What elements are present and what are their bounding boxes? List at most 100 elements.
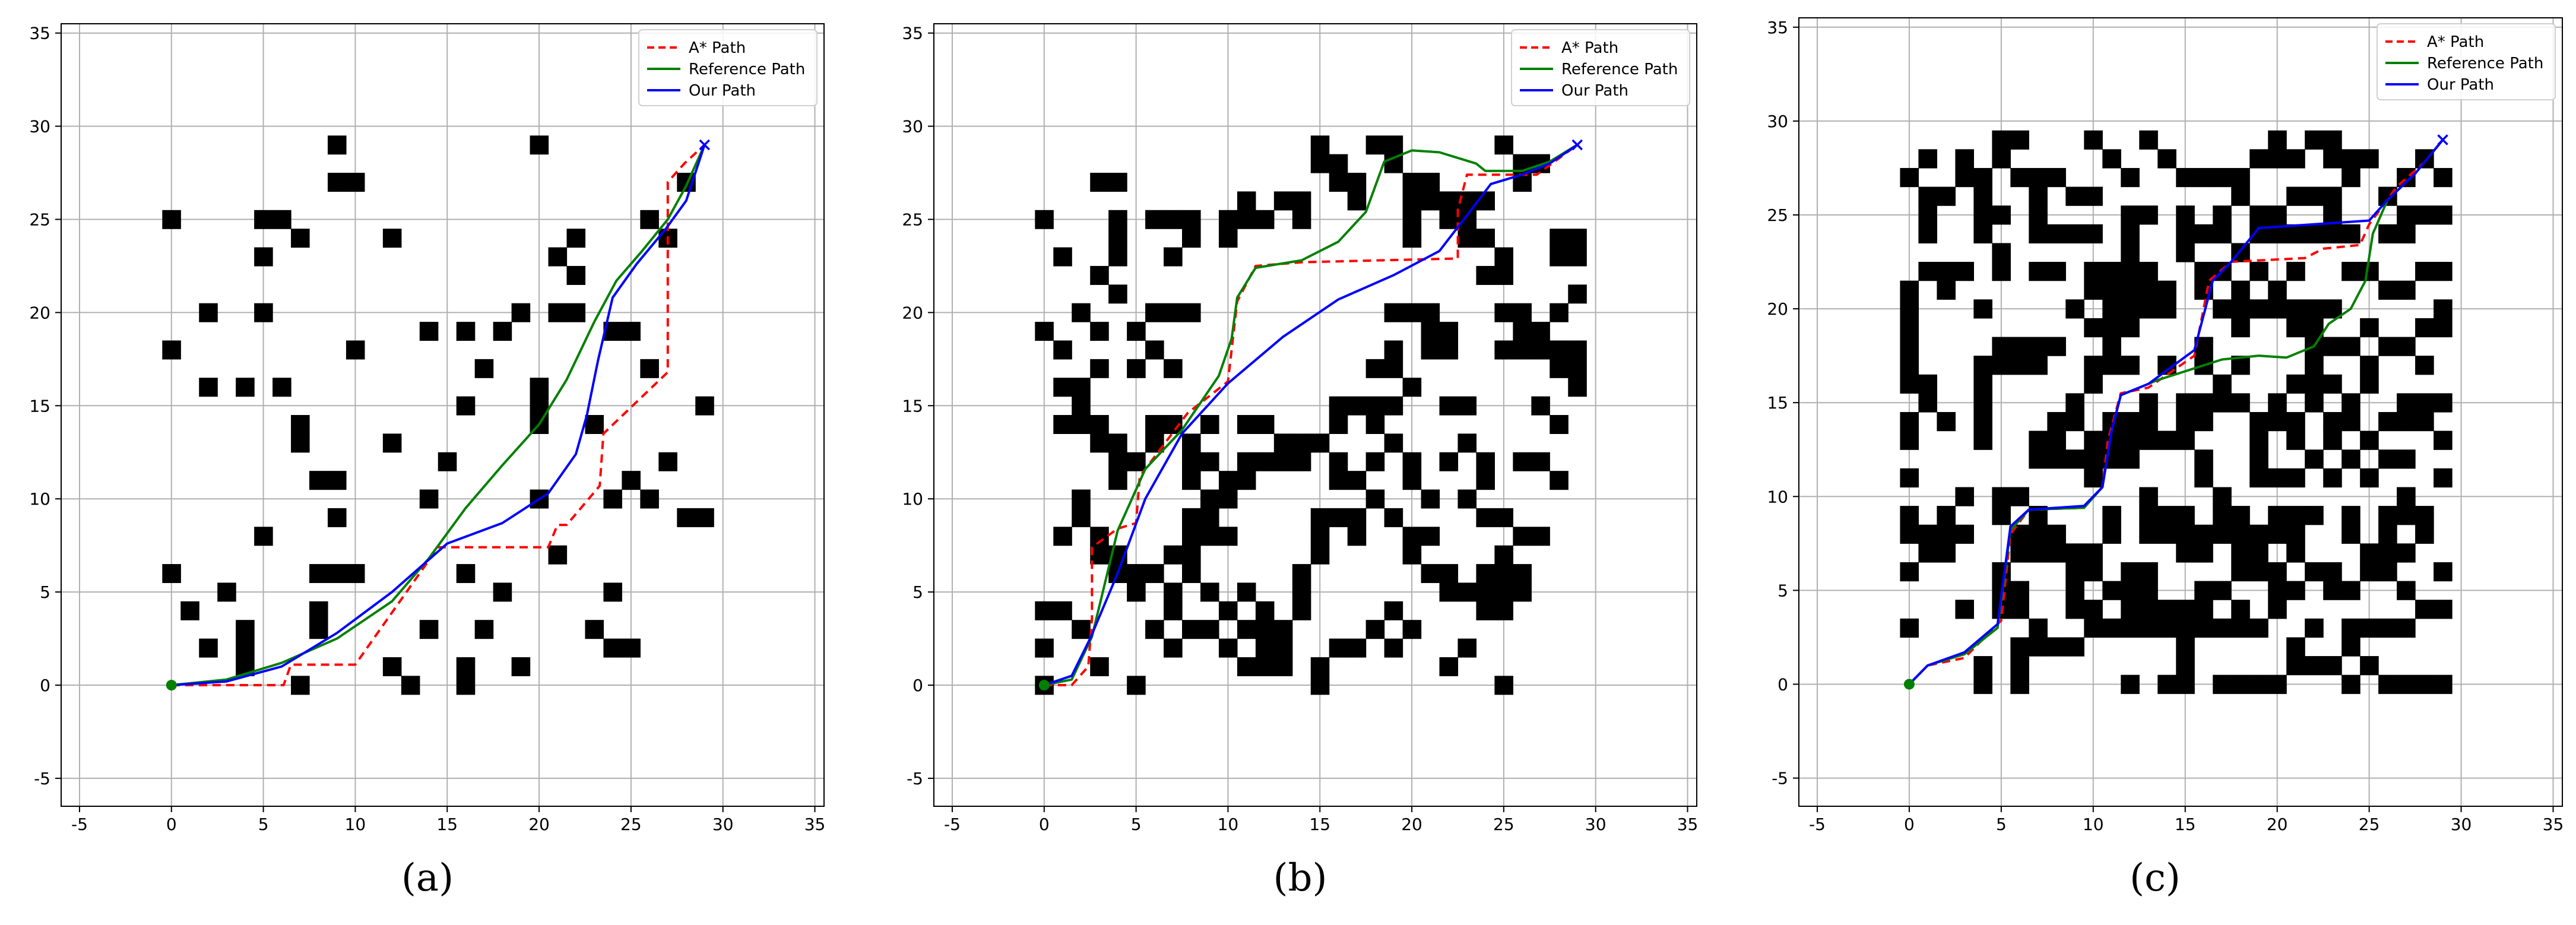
obstacle-cell <box>2360 430 2379 450</box>
obstacle-cell <box>1568 229 1587 248</box>
obstacle-cell <box>2305 618 2324 638</box>
obstacle-cell <box>1182 527 1201 546</box>
obstacle-cell <box>2341 149 2360 169</box>
obstacle-cell <box>2010 674 2029 694</box>
axes-frame <box>933 23 1697 807</box>
obstacle-cell <box>1918 543 1938 563</box>
obstacle-cell <box>1973 374 1992 394</box>
obstacle-cell <box>1255 657 1275 676</box>
obstacle-cell <box>2029 205 2048 225</box>
obstacle-cell <box>2378 618 2397 638</box>
obstacle-cell <box>2323 149 2342 169</box>
obstacle-cell <box>2139 506 2158 525</box>
obstacle-cell <box>1237 191 1256 211</box>
obstacle-cell <box>2213 524 2232 544</box>
obstacle-cell <box>1145 620 1164 639</box>
obstacle-cell <box>1145 415 1164 434</box>
obstacle-cell <box>2378 674 2397 694</box>
obstacle-cell <box>2323 374 2342 394</box>
obstacle-cell <box>2139 280 2158 300</box>
obstacle-cell <box>2434 562 2453 582</box>
obstacle-cell <box>1365 415 1385 434</box>
obstacle-cell <box>2157 524 2176 544</box>
obstacle-cell <box>2268 581 2287 600</box>
obstacle-cell <box>2249 430 2268 450</box>
obstacle-cell <box>695 508 714 527</box>
obstacle-cell <box>309 471 328 490</box>
obstacle-cell <box>2121 581 2140 600</box>
obstacle-cell <box>1531 396 1550 416</box>
obstacle-cell <box>1310 433 1330 453</box>
obstacle-cell <box>1937 524 1956 544</box>
obstacle-cell <box>346 564 365 584</box>
obstacle-cell <box>2268 149 2287 169</box>
obstacle-cell <box>2139 299 2158 319</box>
obstacle-cell <box>2341 167 2360 188</box>
obstacle-cell <box>2029 186 2048 206</box>
obstacle-cell <box>327 564 347 584</box>
obstacle-cell <box>162 564 181 584</box>
obstacle-cell <box>2213 299 2232 319</box>
obstacle-cell <box>2139 562 2158 582</box>
obstacle-cell <box>1384 135 1403 155</box>
obstacle-cell <box>1513 452 1532 471</box>
obstacle-cell <box>1973 674 1992 694</box>
obstacle-cell <box>1053 378 1072 397</box>
obstacle-cell <box>2121 318 2140 338</box>
y-tick-label: 30 <box>902 117 923 137</box>
obstacle-cell <box>2434 262 2453 281</box>
obstacle-cell <box>2084 262 2103 281</box>
obstacle-cell <box>1255 638 1275 658</box>
obstacle-cell <box>1347 191 1367 211</box>
obstacle-cell <box>309 620 328 639</box>
obstacle-cell <box>2268 506 2287 525</box>
obstacle-cell <box>2065 543 2084 563</box>
obstacle-cell <box>382 657 402 676</box>
obstacle-cell <box>456 322 476 341</box>
y-tick-label: 15 <box>1767 393 1788 413</box>
obstacle-cell <box>1476 229 1495 248</box>
obstacle-cell <box>511 303 531 322</box>
x-tick-label: 20 <box>2267 815 2288 834</box>
obstacle-cell <box>1310 545 1330 565</box>
obstacle-cell <box>2176 167 2195 188</box>
obstacle-cell <box>1292 433 1311 453</box>
obstacle-cell <box>2341 637 2360 657</box>
obstacle-cell <box>1531 527 1550 546</box>
x-tick-label: 35 <box>1677 815 1699 834</box>
obstacle-cell <box>2047 167 2066 188</box>
obstacle-cell <box>1310 154 1330 173</box>
obstacle-cell <box>2029 224 2048 244</box>
obstacle-cell <box>1182 564 1201 584</box>
obstacle-cell <box>2305 186 2324 206</box>
obstacle-cell <box>2268 299 2287 319</box>
obstacle-cell <box>1200 489 1219 509</box>
x-tick-label: 35 <box>2543 815 2564 834</box>
obstacle-cell <box>1937 262 1956 281</box>
obstacle-cell <box>1513 527 1532 546</box>
obstacle-cell <box>2305 224 2324 244</box>
obstacle-cell <box>1900 299 1919 319</box>
obstacle-cell <box>382 433 402 453</box>
obstacle-cell <box>1402 527 1422 546</box>
obstacle-cell <box>2415 262 2434 281</box>
obstacle-cell <box>2415 205 2434 225</box>
obstacle-cell <box>474 359 494 378</box>
obstacle-cell <box>1035 601 1054 620</box>
series-line-astar-path <box>1908 139 2444 685</box>
obstacle-cell <box>1218 229 1238 248</box>
obstacle-cell <box>2102 618 2121 638</box>
y-tick-label: 30 <box>1767 112 1788 131</box>
chart-panel-3: -5 0 5 10 15 20 25 30 35 -5 0 5 10 15 20 25 30 35 A* Path R… <box>1767 17 2564 900</box>
obstacle-cell <box>2341 674 2360 694</box>
y-tick-label: 15 <box>902 396 923 416</box>
panel-caption: (a) <box>401 856 454 900</box>
obstacle-cell <box>2065 412 2084 432</box>
obstacle-cell <box>1053 415 1072 434</box>
obstacle-cell <box>346 173 365 192</box>
obstacle-cell <box>2249 674 2268 694</box>
legend-label: Reference Path <box>2427 55 2543 72</box>
obstacle-cell <box>1457 489 1477 509</box>
obstacle-cell <box>236 638 255 658</box>
obstacle-cell <box>2194 167 2213 188</box>
